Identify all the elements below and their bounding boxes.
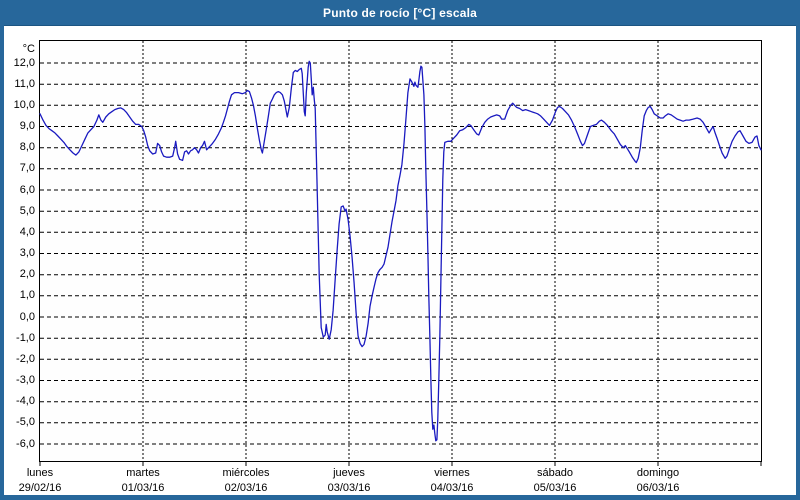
- day-date: 03/03/16: [327, 482, 371, 494]
- x-day-label: miércoles 02/03/16: [194, 466, 298, 495]
- y-tick-label: 12,0: [13, 56, 35, 69]
- dew-point-series-line: [39, 60, 762, 442]
- y-tick-label: 7,0: [19, 162, 35, 175]
- day-date: 29/02/16: [18, 482, 62, 494]
- y-tick-label: 8,0: [19, 141, 35, 154]
- x-day-label: sábado 05/03/16: [503, 466, 607, 495]
- y-tick-label: -2,0: [16, 352, 35, 365]
- y-axis-labels: °C 12,0 11,0 10,0 9,0 8,0 7,0 6,0 5,0 4,0 3,0 2,0 1…: [4, 0, 37, 495]
- y-tick-label: 1,0: [19, 289, 35, 302]
- day-date: 06/03/16: [636, 482, 680, 494]
- day-name: jueves: [333, 467, 365, 479]
- x-day-label: domingo 06/03/16: [606, 466, 710, 495]
- x-day-label: viernes 04/03/16: [400, 466, 504, 495]
- day-name: viernes: [434, 467, 470, 479]
- y-tick-label: 6,0: [19, 183, 35, 196]
- y-tick-label: -6,0: [16, 437, 35, 450]
- day-name: domingo: [636, 467, 680, 479]
- day-date: 05/03/16: [533, 482, 577, 494]
- y-tick-label: 5,0: [19, 204, 35, 217]
- title-bar: Punto de rocío [°C] escala: [4, 0, 796, 26]
- y-tick-label: -5,0: [16, 416, 35, 429]
- y-tick-label: 11,0: [14, 77, 35, 90]
- day-name: sábado: [536, 467, 574, 479]
- y-tick-label: 2,0: [19, 268, 35, 281]
- y-axis-unit-label: °C: [22, 43, 35, 55]
- day-date: 04/03/16: [430, 482, 474, 494]
- day-name: miércoles: [222, 467, 270, 479]
- dew-point-line-chart: [39, 41, 762, 466]
- y-tick-label: 4,0: [19, 225, 35, 238]
- y-tick-label: 9,0: [19, 120, 35, 132]
- x-day-label: jueves 03/03/16: [297, 466, 401, 495]
- plot-area: [39, 40, 762, 466]
- day-name: martes: [126, 467, 160, 479]
- y-tick-label: -4,0: [16, 395, 35, 408]
- window-title: Punto de rocío [°C] escala: [322, 5, 478, 20]
- day-date: 01/03/16: [121, 482, 165, 494]
- day-name: lunes: [26, 467, 54, 479]
- y-tick-label: -3,0: [16, 374, 35, 386]
- y-tick-label: 0,0: [19, 310, 35, 323]
- y-tick-label: 10,0: [13, 98, 35, 111]
- x-day-label: martes 01/03/16: [91, 466, 195, 495]
- y-tick-label: -1,0: [16, 331, 35, 344]
- x-axis-labels: lunes 29/02/16 martes 01/03/16 miércoles 02/0…: [4, 0, 796, 495]
- y-tick-label: 3,0: [19, 247, 35, 259]
- x-day-label: lunes 29/02/16: [4, 466, 92, 495]
- day-date: 02/03/16: [224, 482, 268, 494]
